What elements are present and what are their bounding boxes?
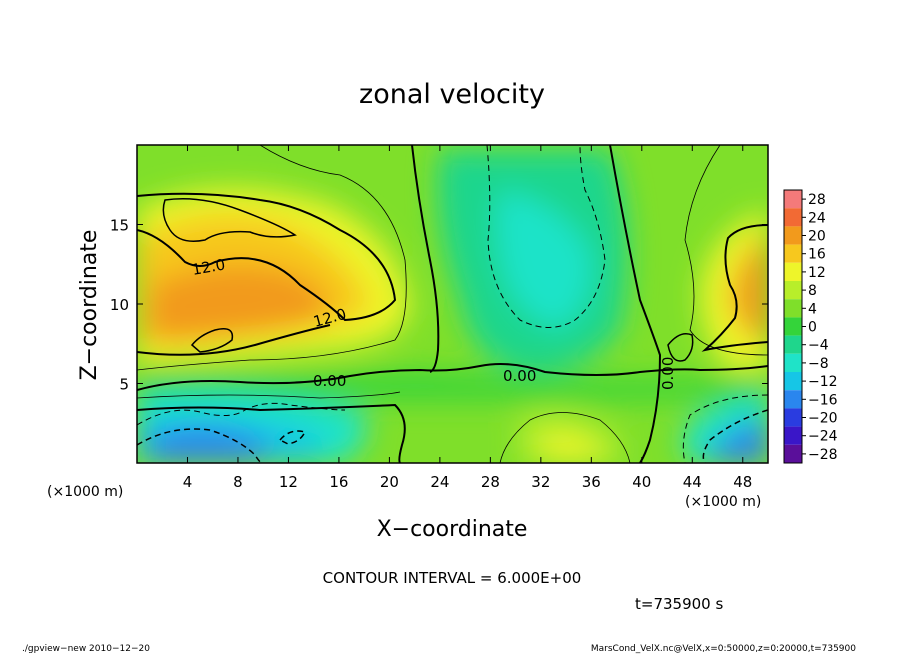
contour-neg12-lower-right bbox=[702, 409, 768, 463]
plot-area: 12.0 12.0 0.00 0.00 0.00 bbox=[137, 145, 768, 463]
colorbar-label: 28 bbox=[808, 192, 826, 208]
colorbar-label: −28 bbox=[808, 447, 838, 463]
contour-neg6-lower-left bbox=[137, 402, 346, 426]
contour-interval-text: CONTOUR INTERVAL = 6.000E+00 bbox=[323, 569, 582, 587]
x-tick-label: 12 bbox=[279, 473, 298, 491]
contour-neg12-lower-left bbox=[137, 428, 263, 463]
y-axis: 5 10 15 bbox=[110, 217, 768, 394]
x-tick-label: 24 bbox=[430, 473, 449, 491]
colorbar-label: 20 bbox=[808, 229, 826, 245]
contour-label: 12.0 bbox=[191, 255, 227, 279]
colorbar-swatch bbox=[784, 226, 802, 245]
colorbar-swatch bbox=[784, 281, 802, 300]
x-tick-label: 16 bbox=[329, 473, 348, 491]
x-tick-label: 44 bbox=[683, 473, 702, 491]
x-tick-label: 28 bbox=[481, 473, 500, 491]
contour-zero-right-vertical bbox=[609, 145, 662, 463]
x-axis: 4 8 12 16 20 24 28 32 36 40 44 48 bbox=[183, 145, 752, 491]
colorbar-label: 0 bbox=[808, 320, 817, 336]
x-tick-label: 20 bbox=[380, 473, 399, 491]
x-tick-label: 40 bbox=[632, 473, 651, 491]
contour-6-thin-upper-left bbox=[137, 145, 407, 371]
lower-right-reverse-core bbox=[705, 420, 768, 463]
colorbar: 28 24 20 16 12 8 4 0 −4 −8 −12 −16 −20 −24 −28 bbox=[783, 189, 838, 464]
contour-zero-left bbox=[137, 363, 768, 391]
y-tick-label: 15 bbox=[110, 217, 129, 235]
contour-12-left-closed bbox=[162, 198, 297, 242]
time-text: t=735900 s bbox=[635, 595, 723, 613]
x-axis-label: X−coordinate bbox=[377, 517, 528, 542]
colorbar-label: −24 bbox=[808, 429, 838, 445]
contour-label: 0.00 bbox=[313, 372, 346, 390]
colorbar-swatch bbox=[784, 372, 802, 391]
colorbar-label: 24 bbox=[808, 210, 826, 226]
x-unit-label-left: (×1000 m) bbox=[47, 484, 123, 500]
footer-right: MarsCond_VelX.nc@VelX,x=0:50000,z=0:2000… bbox=[591, 644, 856, 654]
x-tick-label: 8 bbox=[233, 473, 243, 491]
left-jet-max bbox=[150, 264, 329, 340]
central-return-core bbox=[496, 190, 592, 330]
colorbar-label: −12 bbox=[808, 374, 838, 390]
contour-neg6-center bbox=[486, 145, 606, 328]
colorbar-swatch bbox=[784, 390, 802, 409]
colorbar-label: −4 bbox=[808, 338, 829, 354]
colorbar-swatch bbox=[784, 299, 802, 318]
x-tick-label: 4 bbox=[183, 473, 193, 491]
colorbar-label: 12 bbox=[808, 265, 826, 281]
x-tick-label: 32 bbox=[531, 473, 550, 491]
contour-6-thin-upper-right bbox=[684, 145, 768, 356]
colorbar-swatch bbox=[784, 190, 802, 209]
contour-12-right bbox=[701, 224, 768, 352]
x-unit-label-right: (×1000 m) bbox=[685, 494, 761, 510]
y-tick-label: 10 bbox=[110, 296, 129, 314]
contour-zero-lower bbox=[137, 403, 406, 463]
colorbar-label: −16 bbox=[808, 392, 838, 408]
y-tick-label: 5 bbox=[119, 376, 129, 394]
colorbar-label: 4 bbox=[808, 301, 817, 317]
colorbar-label: −8 bbox=[808, 356, 829, 372]
contour-neg6-lower-right bbox=[682, 394, 768, 463]
colorbar-swatch bbox=[784, 426, 802, 445]
colorbar-swatch bbox=[784, 262, 802, 281]
colorbar-label: 16 bbox=[808, 247, 826, 263]
lower-center-peak bbox=[545, 435, 600, 463]
colorbar-swatch bbox=[784, 353, 802, 372]
lower-left-reverse-max bbox=[150, 427, 270, 463]
colorbar-swatch bbox=[784, 244, 802, 263]
footer-left: ./gpview−new 2010−12−20 bbox=[22, 644, 150, 654]
contour-label: 0.00 bbox=[659, 357, 677, 390]
contour-12-left-lower bbox=[137, 324, 331, 356]
colorbar-swatch bbox=[784, 444, 802, 463]
colorbar-swatch bbox=[784, 408, 802, 427]
contour-neg12-lower-left-small bbox=[278, 430, 307, 445]
x-tick-label: 48 bbox=[733, 473, 752, 491]
contour-6-thin-bottom-center bbox=[499, 412, 631, 463]
contour-zero-center-vertical bbox=[411, 145, 440, 373]
colorbar-swatch bbox=[784, 208, 802, 227]
contour-12-left-small bbox=[190, 328, 234, 353]
contour-12-left-outer bbox=[137, 192, 397, 322]
contour-label: 0.00 bbox=[503, 367, 536, 385]
colorbar-swatch bbox=[784, 317, 802, 336]
contour-6-thin-lower bbox=[137, 391, 401, 399]
chart-title: zonal velocity bbox=[359, 79, 545, 110]
x-tick-label: 36 bbox=[582, 473, 601, 491]
colorbar-label: 8 bbox=[808, 283, 817, 299]
y-axis-label: Z−coordinate bbox=[77, 230, 102, 381]
contour-zero-small-right bbox=[667, 333, 694, 362]
right-jet-core bbox=[730, 235, 768, 345]
colorbar-swatch bbox=[784, 335, 802, 354]
zero-band-region bbox=[137, 370, 768, 400]
colorbar-label: −20 bbox=[808, 411, 838, 427]
